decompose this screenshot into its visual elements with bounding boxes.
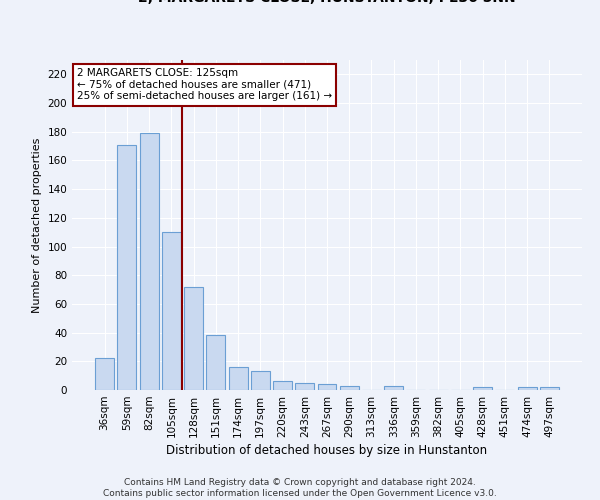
Text: Contains HM Land Registry data © Crown copyright and database right 2024.
Contai: Contains HM Land Registry data © Crown c…: [103, 478, 497, 498]
Bar: [206, 336, 225, 390]
Bar: [162, 232, 181, 390]
Bar: [118, 144, 136, 390]
Bar: [140, 133, 158, 390]
Bar: [251, 372, 270, 390]
Bar: [340, 386, 359, 390]
Bar: [384, 386, 403, 390]
Bar: [295, 383, 314, 390]
Bar: [473, 387, 492, 390]
Bar: [540, 387, 559, 390]
Bar: [273, 382, 292, 390]
Bar: [317, 384, 337, 390]
Bar: [184, 286, 203, 390]
Y-axis label: Number of detached properties: Number of detached properties: [32, 138, 42, 312]
Bar: [95, 358, 114, 390]
Text: 2 MARGARETS CLOSE: 125sqm
← 75% of detached houses are smaller (471)
25% of semi: 2 MARGARETS CLOSE: 125sqm ← 75% of detac…: [77, 68, 332, 102]
Bar: [229, 367, 248, 390]
Bar: [518, 387, 536, 390]
X-axis label: Distribution of detached houses by size in Hunstanton: Distribution of detached houses by size …: [166, 444, 488, 457]
Title: 2, MARGARETS CLOSE, HUNSTANTON, PE36 5NN: 2, MARGARETS CLOSE, HUNSTANTON, PE36 5NN: [138, 0, 516, 4]
